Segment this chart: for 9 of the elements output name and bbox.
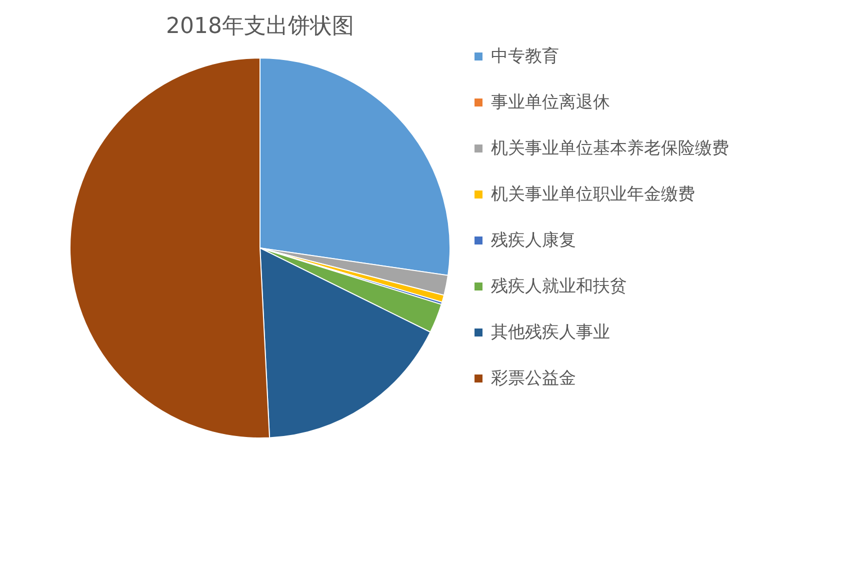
legend-label: 机关事业单位职业年金缴费 (491, 184, 695, 204)
legend-label: 事业单位离退休 (491, 92, 610, 112)
legend-label: 中专教育 (491, 46, 559, 66)
legend-label: 残疾人就业和扶贫 (491, 276, 627, 296)
chart-title: 2018年支出饼状图 (166, 14, 354, 39)
legend-label: 残疾人康复 (491, 230, 576, 250)
legend-label: 机关事业单位基本养老保险缴费 (491, 138, 729, 158)
legend-label: 彩票公益金 (491, 368, 576, 388)
legend-label: 其他残疾人事业 (491, 322, 610, 342)
